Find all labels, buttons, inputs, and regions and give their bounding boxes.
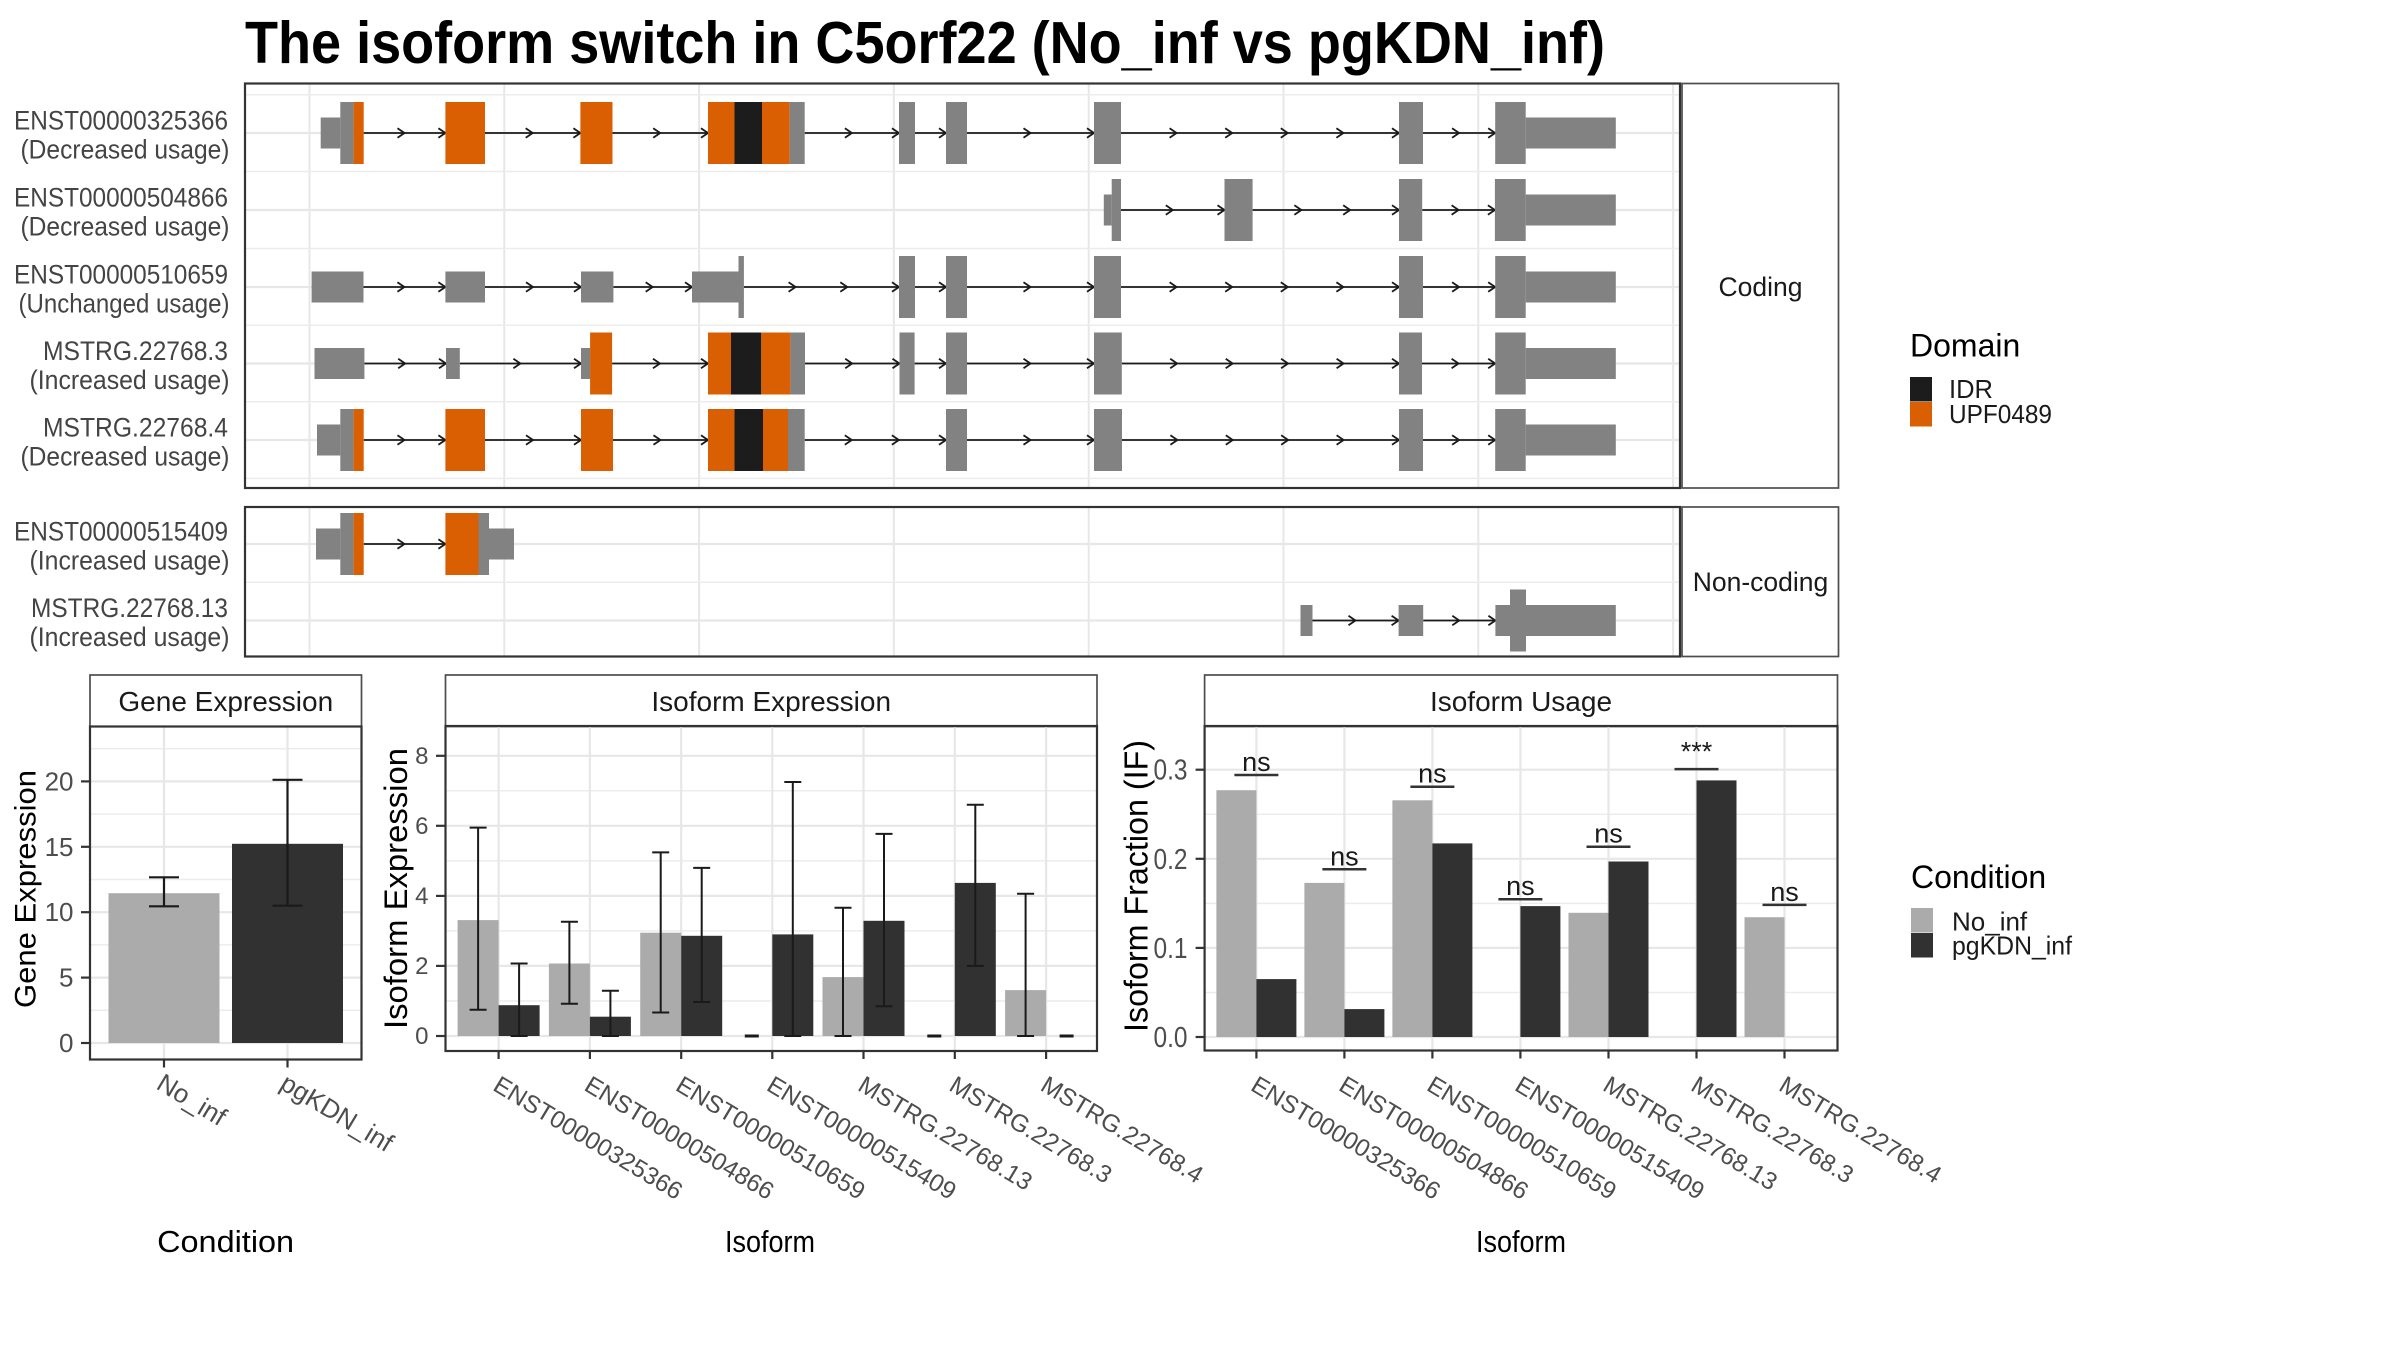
svg-text:(Decreased usage): (Decreased usage) <box>21 212 230 242</box>
svg-text:0: 0 <box>59 1028 73 1058</box>
svg-text:ns: ns <box>1330 841 1359 871</box>
svg-text:pgKDN_inf: pgKDN_inf <box>1952 930 2073 960</box>
svg-text:10: 10 <box>45 897 74 927</box>
svg-text:Coding: Coding <box>1719 272 1803 302</box>
svg-text:15: 15 <box>45 832 74 862</box>
svg-text:Isoform Usage: Isoform Usage <box>1430 686 1612 717</box>
svg-text:(Increased usage): (Increased usage) <box>30 546 230 576</box>
svg-text:MSTRG.22768.4: MSTRG.22768.4 <box>43 412 228 442</box>
svg-text:No_inf: No_inf <box>1952 906 2028 936</box>
svg-text:The isoform switch in C5orf22: The isoform switch in C5orf22 (No_inf vs… <box>245 10 1605 76</box>
svg-text:MSTRG.22768.13: MSTRG.22768.13 <box>31 593 228 623</box>
svg-text:(Increased usage): (Increased usage) <box>30 365 230 395</box>
svg-text:Condition: Condition <box>1911 859 2046 895</box>
svg-text:0.2: 0.2 <box>1154 844 1188 876</box>
svg-text:Condition: Condition <box>157 1224 294 1259</box>
svg-text:ns: ns <box>1594 819 1623 849</box>
svg-text:IDR: IDR <box>1949 376 1993 404</box>
svg-text:20: 20 <box>45 766 74 796</box>
svg-text:***: *** <box>1681 737 1713 767</box>
svg-text:0.0: 0.0 <box>1154 1022 1188 1054</box>
svg-text:ENST00000325366: ENST00000325366 <box>14 105 228 135</box>
svg-text:Domain: Domain <box>1910 327 2020 363</box>
svg-text:ENST00000504866: ENST00000504866 <box>14 182 228 212</box>
svg-text:5: 5 <box>59 963 73 993</box>
svg-text:8: 8 <box>415 743 428 770</box>
svg-text:Isoform Expression: Isoform Expression <box>651 686 891 717</box>
svg-text:(Decreased usage): (Decreased usage) <box>21 135 230 165</box>
svg-text:4: 4 <box>415 883 428 910</box>
svg-text:Isoform Fraction (IF): Isoform Fraction (IF) <box>1118 740 1155 1032</box>
svg-text:Isoform: Isoform <box>1476 1224 1566 1259</box>
svg-text:2: 2 <box>415 953 428 980</box>
svg-text:UPF0489: UPF0489 <box>1949 401 2052 429</box>
svg-text:Gene Expression: Gene Expression <box>10 770 43 1008</box>
svg-text:0.1: 0.1 <box>1154 933 1188 965</box>
svg-text:(Increased usage): (Increased usage) <box>30 622 230 652</box>
svg-text:6: 6 <box>415 813 428 840</box>
svg-text:MSTRG.22768.3: MSTRG.22768.3 <box>43 336 228 366</box>
svg-text:(Unchanged usage): (Unchanged usage) <box>19 289 230 319</box>
svg-text:(Decreased usage): (Decreased usage) <box>21 442 230 472</box>
svg-text:ns: ns <box>1506 871 1535 901</box>
svg-text:ENST00000515409: ENST00000515409 <box>14 516 228 546</box>
svg-text:ENST00000510659: ENST00000510659 <box>14 259 228 289</box>
svg-text:0: 0 <box>415 1023 428 1050</box>
svg-text:Isoform Expression: Isoform Expression <box>378 748 414 1029</box>
svg-text:ns: ns <box>1242 747 1271 777</box>
svg-text:Non-coding: Non-coding <box>1693 567 1829 597</box>
svg-text:ns: ns <box>1770 877 1799 907</box>
svg-text:ns: ns <box>1418 759 1447 789</box>
svg-text:Isoform: Isoform <box>725 1224 815 1259</box>
svg-text:Gene Expression: Gene Expression <box>118 686 333 717</box>
svg-text:0.3: 0.3 <box>1154 755 1188 787</box>
